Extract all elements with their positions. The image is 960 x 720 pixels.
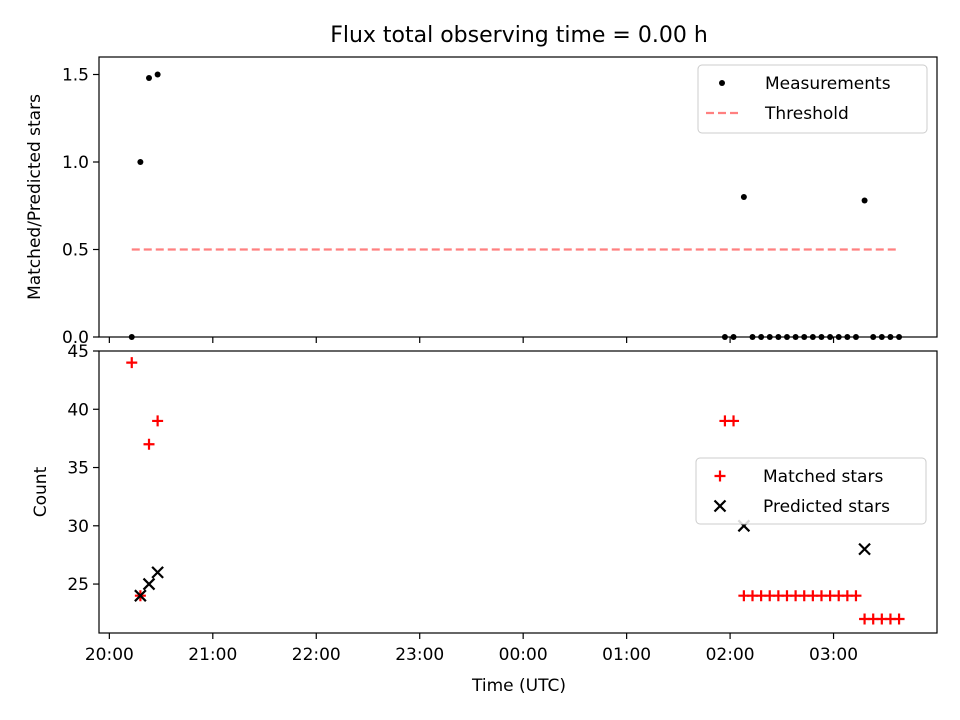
- measurements-point: [861, 197, 868, 204]
- x-tick-label: 00:00: [499, 645, 548, 665]
- x-tick-label: 21:00: [188, 645, 237, 665]
- measurements-point: [801, 334, 808, 340]
- bottom-y-axis-label: Count: [31, 466, 51, 517]
- top-y-tick-label: 1.5: [62, 66, 89, 86]
- measurements-point: [758, 334, 765, 340]
- measurements-point: [809, 334, 816, 340]
- matched-stars-point: [152, 415, 164, 427]
- legend-label: Measurements: [765, 74, 891, 94]
- measurements-point: [766, 334, 773, 340]
- bottom-y-tick-label: 30: [67, 517, 89, 537]
- measurements-point: [730, 334, 737, 340]
- x-tick-label: 03:00: [809, 645, 858, 665]
- predicted-stars-point: [151, 566, 164, 579]
- measurements-point: [887, 334, 894, 340]
- measurements-point: [721, 334, 728, 340]
- matched-stars-point: [850, 590, 862, 602]
- top-y-tick-label: 0.5: [62, 241, 89, 261]
- measurements-point: [827, 334, 834, 340]
- chart-title: Flux total observing time = 0.00 h: [330, 23, 708, 48]
- measurements-point: [783, 334, 790, 340]
- measurements-point: [870, 334, 877, 340]
- measurements-point: [154, 71, 161, 78]
- measurements-point: [792, 334, 799, 340]
- x-axis-label: Time (UTC): [471, 676, 566, 696]
- legend-box: [697, 64, 928, 134]
- legend-box: [695, 457, 927, 525]
- top-panel-frame: [98, 56, 938, 338]
- legend-marker: [713, 499, 727, 513]
- measurements-point: [896, 334, 903, 340]
- measurements-point: [775, 334, 782, 340]
- x-tick-label: 02:00: [706, 645, 755, 665]
- bottom-y-tick-label: 45: [67, 342, 89, 362]
- measurements-point: [749, 334, 756, 340]
- bottom-y-tick-label: 35: [67, 459, 89, 479]
- measurements-point: [844, 334, 851, 340]
- measurements-point: [818, 334, 825, 340]
- measurements-point: [878, 334, 885, 340]
- legend-label: Predicted stars: [763, 497, 890, 517]
- measurements-point: [137, 159, 144, 165]
- legend-marker: [719, 80, 725, 86]
- measurements-point: [740, 194, 747, 200]
- predicted-stars-point: [858, 542, 871, 556]
- measurements-point: [835, 334, 842, 340]
- matched-stars-point: [126, 357, 138, 369]
- bottom-panel-frame: [98, 350, 938, 634]
- top-panel: Matched/Predicted stars 0.0 0.5 1.0 1.5 Meas…: [25, 56, 938, 348]
- bottom-panel: Count Time (UTC) 25 30 35 40 45 20:00 21:00 22:…: [31, 342, 938, 696]
- matched-stars-point: [143, 438, 155, 450]
- top-y-axis-label: Matched/Predicted stars: [25, 94, 45, 300]
- x-tick-label: 20:00: [85, 645, 134, 665]
- legend-marker: [714, 470, 726, 482]
- top-y-tick-label: 0.0: [62, 328, 89, 348]
- legend-label: Threshold: [764, 104, 849, 124]
- top-y-tick-label: 1.0: [62, 153, 89, 173]
- x-tick-label: 22:00: [292, 645, 341, 665]
- matched-stars-point: [893, 613, 905, 625]
- x-tick-label: 01:00: [602, 645, 651, 665]
- measurements-point: [128, 334, 135, 340]
- x-tick-label: 23:00: [395, 645, 444, 665]
- measurements-point: [852, 334, 859, 340]
- bottom-y-tick-label: 25: [67, 575, 89, 595]
- measurements-point: [146, 75, 153, 81]
- predicted-stars-point: [142, 577, 156, 591]
- matched-stars-point: [728, 415, 740, 427]
- bottom-y-tick-label: 40: [67, 400, 89, 420]
- predicted-stars-point: [134, 589, 147, 602]
- legend-label: Matched stars: [763, 467, 883, 487]
